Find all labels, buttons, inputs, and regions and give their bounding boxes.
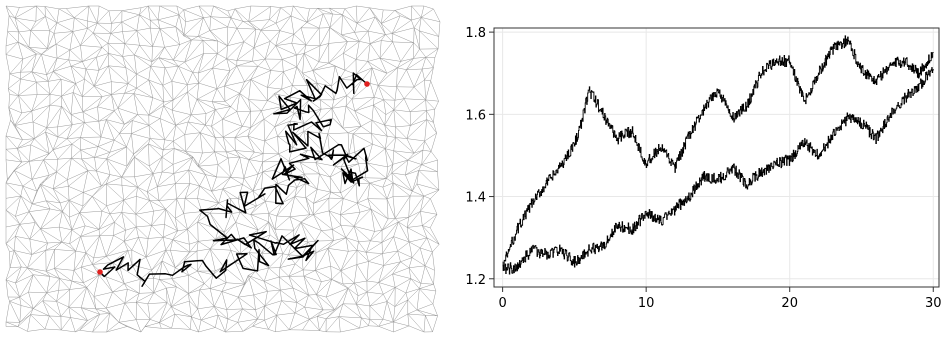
y-tick-label: 1.4 (465, 191, 486, 206)
time-series-panel: 0 10 20 30 1.2 1.4 1.6 1.8 (446, 0, 947, 336)
y-tick-label: 1.2 (465, 273, 486, 288)
time-series-plot: 0 10 20 30 1.2 1.4 1.6 1.8 (465, 26, 942, 311)
network-walk-panel (0, 0, 446, 336)
walk-path (99, 72, 369, 287)
series-line-2 (502, 67, 934, 275)
grid (494, 28, 939, 287)
x-tick-label: 0 (498, 296, 506, 311)
plot-frame (493, 27, 940, 288)
walk-end-point (364, 81, 370, 87)
y-tick-label: 1.6 (465, 108, 486, 123)
walk-start-point (97, 269, 103, 275)
x-tick-label: 30 (925, 296, 942, 311)
mesh-edges (5, 5, 441, 333)
y-tick-label: 1.8 (465, 26, 486, 41)
x-tick-label: 10 (638, 296, 655, 311)
network-walk-plot (5, 5, 441, 333)
x-tick-label: 20 (781, 296, 798, 311)
series-line-1 (502, 35, 934, 271)
